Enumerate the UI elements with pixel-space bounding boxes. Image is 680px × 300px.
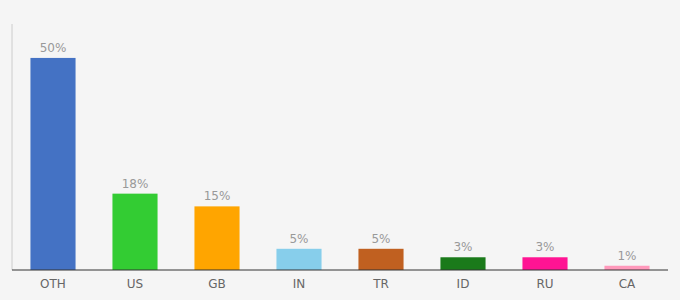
x-tick-label: US [127,277,143,291]
bar [522,257,567,270]
x-tick-label: RU [536,277,553,291]
y-axis-line [12,24,13,270]
x-tick-label: OTH [40,277,66,291]
data-label: 5% [289,232,308,246]
x-axis-line [12,270,668,271]
bar [194,206,239,270]
data-label: 50% [40,41,67,55]
bars [30,58,649,270]
x-tick-label: IN [293,277,306,291]
page: {"chart_data": {"type": "bar", "categori… [0,0,680,300]
plot-area: OTH US GB IN TR ID RU CA 50% 18% 15% 5% 5% 3% 3% 1% [12,24,668,291]
bar [276,249,321,270]
x-tick-label: CA [619,277,636,291]
chart-svg: OTH US GB IN TR ID RU CA 50% 18% 15% 5% 5% 3% 3% 1% [0,0,680,300]
data-label: 15% [204,189,231,203]
chart-container: OTH US GB IN TR ID RU CA 50% 18% 15% 5% 5% 3% 3% 1% [0,0,680,300]
data-label: 5% [371,232,390,246]
data-label: 1% [617,249,636,263]
bar [440,257,485,270]
bar [604,266,649,270]
data-label: 3% [453,240,472,254]
bar [358,249,403,270]
data-label: 18% [122,177,149,191]
x-tick-label: TR [372,277,389,291]
data-label: 3% [535,240,554,254]
bar [112,194,157,270]
bar [30,58,75,270]
x-tick-label: GB [208,277,226,291]
x-tick-label: ID [457,277,470,291]
